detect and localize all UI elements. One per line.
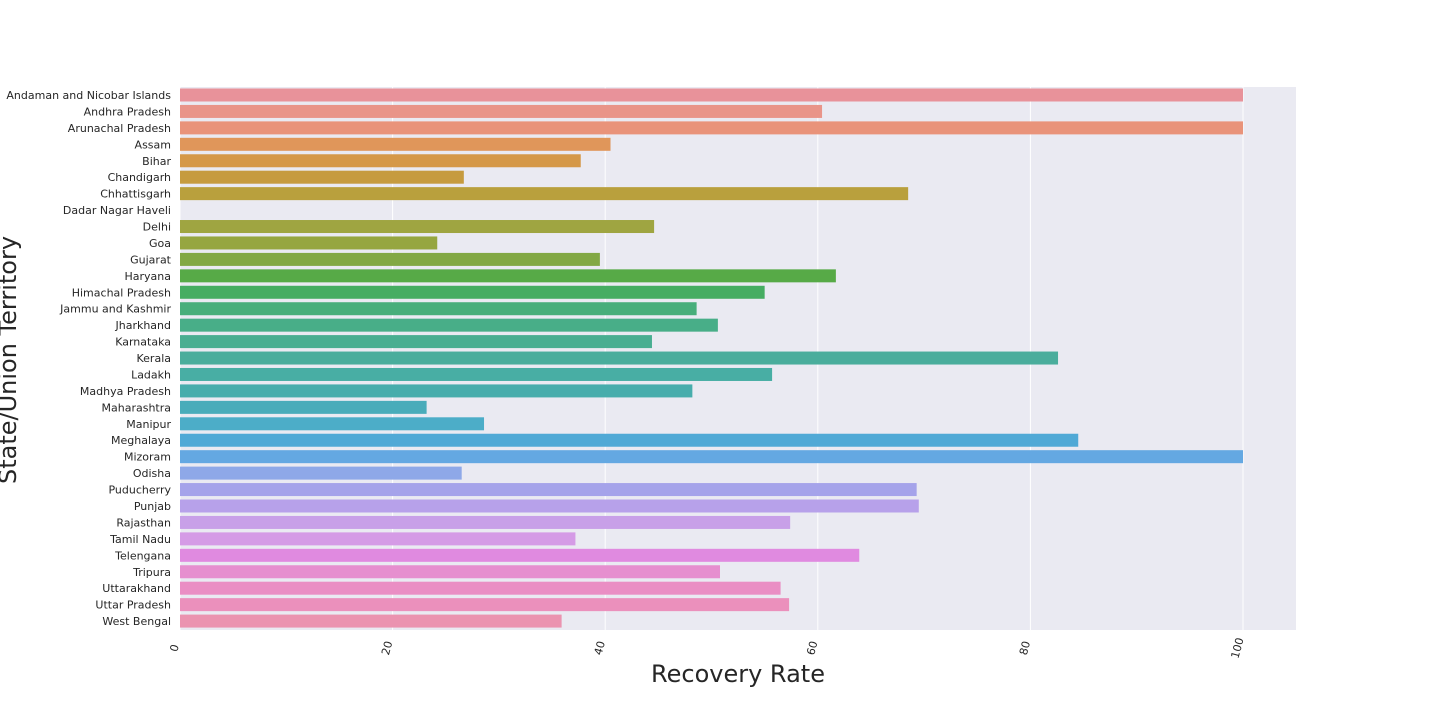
bar-tamil-nadu [180,532,576,546]
bar-telengana [180,548,860,562]
y-tick-label-tamil-nadu: Tamil Nadu [109,533,171,546]
bar-odisha [180,466,462,480]
bar-punjab [180,499,919,513]
y-tick-label-manipur: Manipur [126,418,171,431]
y-tick-label-jharkhand: Jharkhand [114,319,171,332]
y-tick-label-telengana: Telengana [114,549,171,562]
y-tick-label-karnataka: Karnataka [115,336,171,349]
bar-arunachal-pradesh [180,121,1243,135]
y-tick-label-punjab: Punjab [134,500,171,513]
bar-west-bengal [180,614,562,628]
y-tick-label-andaman-and-nicobar-islands: Andaman and Nicobar Islands [6,89,171,102]
y-tick-label-dadar-nagar-haveli: Dadar Nagar Haveli [63,204,171,217]
bar-bihar [180,154,581,168]
y-tick-label-meghalaya: Meghalaya [111,434,171,447]
y-tick-label-goa: Goa [149,237,171,250]
y-tick-label-odisha: Odisha [133,467,171,480]
x-tick-label-80: 80 [1017,640,1033,657]
bar-chhattisgarh [180,187,909,201]
bar-meghalaya [180,433,1079,447]
bar-tripura [180,565,721,579]
y-tick-label-chandigarh: Chandigarh [108,171,171,184]
x-tick-label-60: 60 [804,640,820,657]
y-tick-label-madhya-pradesh: Madhya Pradesh [80,385,171,398]
y-tick-label-jammu-and-kashmir: Jammu and Kashmir [59,303,171,316]
bar-haryana [180,269,836,283]
y-tick-label-himachal-pradesh: Himachal Pradesh [72,286,171,299]
y-tick-labels: Andaman and Nicobar Islands Andhra Prades… [6,89,171,628]
y-tick-label-bihar: Bihar [142,155,171,168]
bar-kerala [180,351,1059,365]
y-tick-label-maharashtra: Maharashtra [102,401,172,414]
y-tick-label-west-bengal: West Bengal [102,615,171,628]
x-tick-label-40: 40 [592,640,608,657]
bar-mizoram [180,450,1243,464]
bar-gujarat [180,252,600,266]
x-tick-label-0: 0 [167,643,181,653]
y-tick-label-mizoram: Mizoram [124,451,171,464]
bar-jharkhand [180,318,718,332]
y-tick-label-puducherry: Puducherry [108,484,171,497]
x-axis-title: Recovery Rate [651,660,825,688]
bar-uttarakhand [180,581,781,595]
bar-himachal-pradesh [180,285,765,299]
y-tick-label-assam: Assam [135,138,171,151]
y-tick-label-chhattisgarh: Chhattisgarh [100,188,171,201]
bar-maharashtra [180,400,427,414]
x-tick-label-20: 20 [379,640,395,657]
y-tick-label-gujarat: Gujarat [130,253,172,266]
bar-manipur [180,417,485,431]
bar-karnataka [180,335,652,349]
y-tick-label-tripura: Tripura [132,566,171,579]
bar-jammu-and-kashmir [180,302,697,316]
y-tick-label-rajasthan: Rajasthan [116,516,171,529]
y-tick-label-ladakh: Ladakh [131,368,171,381]
y-axis-title: State/Union Territory [0,236,22,484]
x-tick-labels: 0 20 40 60 80 100 [167,636,1246,660]
y-tick-label-uttar-pradesh: Uttar Pradesh [95,599,171,612]
bar-rajasthan [180,515,791,529]
y-tick-label-kerala: Kerala [137,352,172,365]
bar-andhra-pradesh [180,104,823,118]
bar-andaman-and-nicobar-islands [180,88,1243,102]
bar-goa [180,236,438,250]
bar-delhi [180,220,655,234]
y-tick-label-haryana: Haryana [125,270,172,283]
bar-chandigarh [180,170,464,184]
bar-puducherry [180,483,917,497]
bar-ladakh [180,367,773,381]
bars [180,88,1243,628]
bar-uttar-pradesh [180,598,790,612]
x-tick-label-100: 100 [1229,636,1247,660]
y-tick-label-arunachal-pradesh: Arunachal Pradesh [68,122,171,135]
y-tick-label-andhra-pradesh: Andhra Pradesh [84,105,171,118]
bar-assam [180,137,611,151]
y-tick-label-delhi: Delhi [143,221,171,234]
y-tick-label-uttarakhand: Uttarakhand [102,582,171,595]
bar-madhya-pradesh [180,384,693,398]
